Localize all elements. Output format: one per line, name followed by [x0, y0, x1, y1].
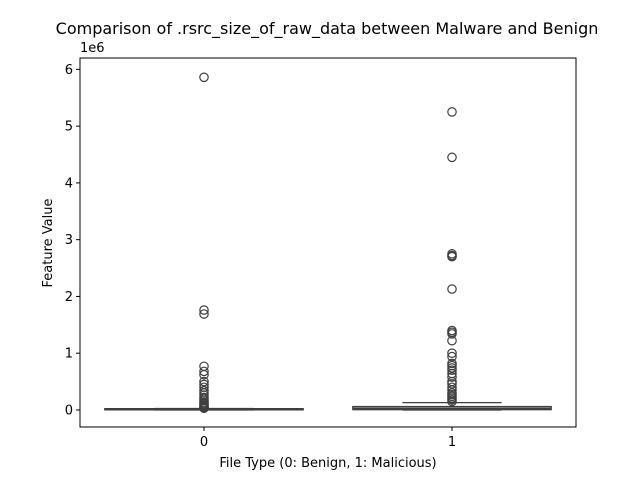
outlier-point-1-9 [447, 335, 457, 346]
y-tick-label-6: 6 [65, 63, 73, 78]
outlier-point-0-6 [199, 376, 209, 387]
x-tick-label-0: 0 [200, 435, 208, 450]
x-tick-label-1: 1 [448, 435, 456, 450]
outlier-point-1-15 [447, 365, 457, 376]
y-offset-label: 1e6 [80, 41, 105, 56]
outlier-point-0-1 [199, 305, 209, 315]
chart-title: Comparison of .rsrc_size_of_raw_data bet… [56, 19, 599, 39]
plot-area: 0 1 2 3 4 5 6 0 1 [65, 63, 552, 450]
outlier-point-1-19 [447, 379, 457, 389]
outlier-point-0-4 [199, 366, 209, 377]
outlier-point-1-8 [447, 329, 457, 339]
outlier-point-0-0 [199, 72, 209, 83]
outlier-point-1-20 [447, 382, 457, 393]
outlier-point-1-0 [447, 107, 457, 117]
plot-frame [79, 57, 577, 428]
y-tick-label-1: 1 [65, 347, 73, 362]
outlier-point-1-17 [447, 372, 457, 382]
y-tick-label-2: 2 [65, 290, 73, 305]
outlier-point-1-11 [447, 351, 457, 362]
outlier-point-0-5 [199, 369, 209, 380]
y-tick-label-4: 4 [65, 176, 73, 191]
y-tick-label-0: 0 [65, 403, 73, 418]
outlier-point-1-5 [447, 284, 457, 294]
y-axis-label: Feature Value [41, 199, 56, 288]
outlier-point-0-22 [199, 403, 209, 414]
outlier-point-0-2 [199, 309, 209, 319]
y-tick-label-3: 3 [65, 233, 73, 248]
y-tick-label-5: 5 [65, 120, 73, 135]
outlier-point-1-27 [447, 396, 457, 407]
outlier-point-1-1 [447, 152, 457, 163]
outlier-point-1-10 [447, 348, 457, 358]
x-axis-label: File Type (0: Benign, 1: Malicious) [219, 456, 436, 471]
outlier-point-1-4 [447, 251, 457, 262]
